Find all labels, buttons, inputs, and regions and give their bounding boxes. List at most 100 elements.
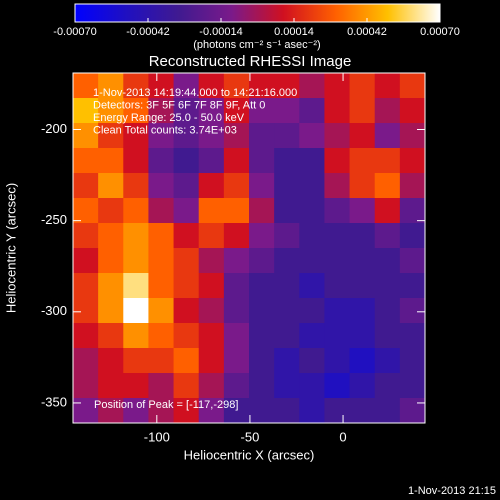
image-cell [349, 348, 376, 374]
image-cell [249, 198, 275, 224]
image-cell [198, 323, 225, 349]
x-tick-label: -100 [144, 429, 170, 444]
image-cell [123, 298, 149, 324]
image-cell [123, 248, 149, 274]
timestamp: 1-Nov-2013 21:15 [408, 485, 496, 497]
image-cell [249, 123, 275, 149]
image-cell [299, 348, 325, 374]
image-cell [274, 198, 300, 224]
image-cell [349, 298, 376, 324]
image-cell [324, 98, 351, 124]
image-cell [123, 348, 149, 374]
image-cell [324, 273, 351, 299]
image-cell [399, 148, 426, 174]
image-cell [98, 348, 124, 374]
image-cell [148, 273, 175, 299]
image-cell [399, 323, 426, 349]
image-cell [223, 123, 250, 149]
image-cell [324, 173, 351, 199]
image-cell [198, 173, 225, 199]
image-cell [249, 173, 275, 199]
image-cell [198, 198, 225, 224]
image-cell [299, 398, 325, 424]
image-cell [324, 248, 351, 274]
image-cell [173, 348, 200, 374]
image-cell [374, 198, 401, 224]
image-cell [274, 373, 300, 399]
x-tick-label: 0 [339, 429, 346, 444]
image-cell [374, 273, 401, 299]
image-cell [198, 148, 225, 174]
image-cell [73, 248, 99, 274]
image-cell [374, 98, 401, 124]
image-cell [98, 373, 124, 399]
image-cell [324, 73, 351, 99]
image-cell [324, 148, 351, 174]
image-cell [223, 373, 250, 399]
image-cell [173, 248, 200, 274]
image-cell [249, 223, 275, 249]
image-cell [73, 73, 99, 99]
image-cell [98, 173, 124, 199]
image-cell [198, 223, 225, 249]
image-cell [299, 148, 325, 174]
image-cell [299, 323, 325, 349]
image-cell [274, 248, 300, 274]
y-tick-label: -350 [41, 394, 67, 409]
image-cell [73, 123, 99, 149]
image-cell [299, 123, 325, 149]
image-cell [173, 73, 200, 99]
image-cell [274, 123, 300, 149]
image-cell [73, 348, 99, 374]
image-cell [299, 223, 325, 249]
peak-label: Position of Peak = [-117,-298] [94, 399, 238, 411]
colorbar-tick-label: 0.00042 [347, 26, 387, 38]
colorbar-label: (photons cm⁻² s⁻¹ asec⁻²) [193, 39, 320, 51]
colorbar [74, 3, 441, 23]
image-cell [173, 373, 200, 399]
image-cell [98, 98, 124, 124]
image-cell [399, 273, 426, 299]
image-cell [324, 223, 351, 249]
y-tick-label: -200 [41, 121, 67, 136]
image-cell [249, 248, 275, 274]
image-cell [73, 98, 99, 124]
image-cell [98, 273, 124, 299]
image-cell [148, 123, 175, 149]
image-cell [123, 373, 149, 399]
image-cell [349, 273, 376, 299]
image-cell [73, 273, 99, 299]
image-cell [299, 98, 325, 124]
image-cell [123, 123, 149, 149]
image-cell [173, 323, 200, 349]
image-cell [349, 373, 376, 399]
image-cell [73, 173, 99, 199]
image-cell [299, 298, 325, 324]
image-cell [324, 123, 351, 149]
image-cell [198, 298, 225, 324]
image-cell [173, 173, 200, 199]
image-cell [98, 323, 124, 349]
image-cell [173, 148, 200, 174]
image-cell [123, 73, 149, 99]
image-cell [98, 73, 124, 99]
colorbar-tick-label: -0.00042 [126, 26, 169, 38]
annotation: Energy Range: 25.0 - 50.0 keV [93, 112, 245, 124]
image-cell [223, 323, 250, 349]
image-cell [148, 298, 175, 324]
image-cell [223, 148, 250, 174]
image-cell [374, 223, 401, 249]
image-cell [399, 73, 426, 99]
image-cell [98, 248, 124, 274]
image-cell [349, 148, 376, 174]
image-cell [324, 373, 351, 399]
image-cell [274, 148, 300, 174]
image-cell [399, 298, 426, 324]
y-axis-label: Heliocentric Y (arcsec) [3, 183, 18, 313]
image-cell [173, 223, 200, 249]
image-cell [123, 148, 149, 174]
image-cell [324, 348, 351, 374]
image-cell [349, 123, 376, 149]
image-cell [374, 123, 401, 149]
